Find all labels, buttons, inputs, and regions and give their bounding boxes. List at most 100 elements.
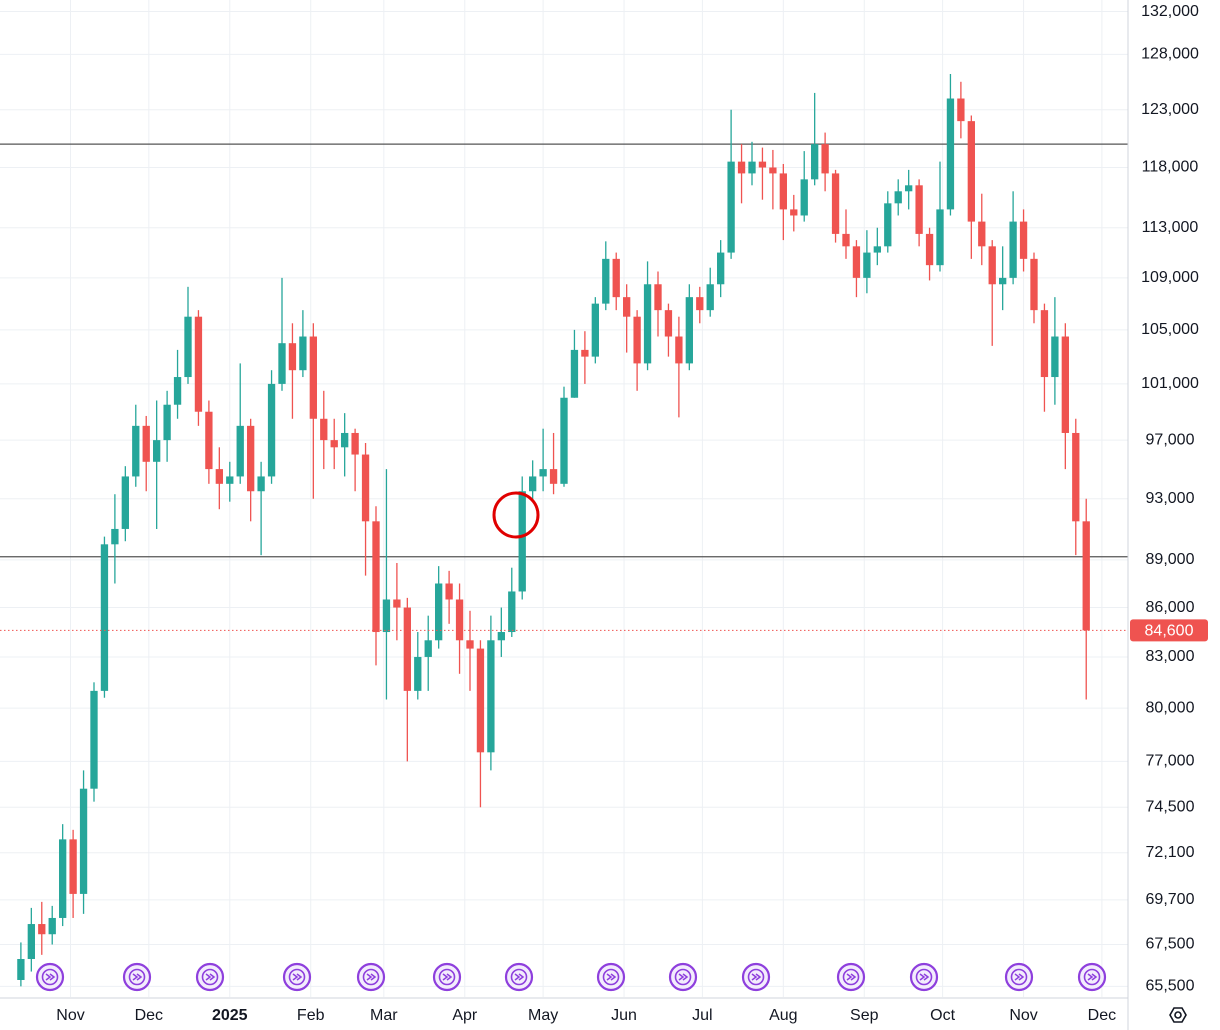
- event-arrow[interactable]: [1014, 973, 1025, 981]
- event-marker[interactable]: [836, 962, 866, 992]
- event-marker[interactable]: [596, 962, 626, 992]
- y-tick-label: 101,000: [1141, 375, 1199, 392]
- candle-body: [27, 924, 35, 960]
- candle-body: [529, 476, 537, 492]
- candle-body: [905, 185, 913, 192]
- event-arrow[interactable]: [292, 973, 303, 981]
- settings-dot[interactable]: [1174, 1011, 1182, 1019]
- y-tick-label: 97,000: [1146, 431, 1195, 448]
- event-arrow[interactable]: [846, 973, 857, 981]
- event-marker[interactable]: [1077, 962, 1107, 992]
- event-arrow[interactable]: [514, 973, 525, 981]
- candle-body: [925, 233, 934, 266]
- y-tick-label: 69,700: [1146, 891, 1195, 908]
- candle-body: [800, 179, 808, 216]
- candles: [0, 74, 1128, 987]
- x-tick-label: Apr: [452, 1007, 478, 1024]
- event-inner[interactable]: [1010, 968, 1028, 986]
- candle-body: [884, 203, 892, 247]
- candle-body: [612, 258, 620, 298]
- y-tick-label: 132,000: [1141, 3, 1199, 20]
- event-inner[interactable]: [602, 968, 620, 986]
- candle-body: [821, 144, 829, 174]
- x-tick-label: Jun: [611, 1007, 637, 1024]
- candle-body: [643, 284, 652, 364]
- event-marker[interactable]: [195, 962, 225, 992]
- event-arrow[interactable]: [45, 973, 56, 981]
- candle-body: [1082, 521, 1090, 631]
- event-arrow[interactable]: [205, 973, 216, 981]
- x-tick-label: Oct: [930, 1007, 955, 1024]
- candle-body: [267, 383, 276, 477]
- y-tick-label: 105,000: [1141, 321, 1199, 338]
- event-arrow[interactable]: [751, 973, 762, 981]
- event-inner[interactable]: [747, 968, 765, 986]
- x-tick-label: Sep: [850, 1007, 879, 1024]
- candle-body: [790, 209, 798, 216]
- candle-body: [59, 839, 67, 918]
- event-marker[interactable]: [1004, 962, 1034, 992]
- candle-body: [414, 656, 422, 691]
- candle-body: [466, 640, 474, 649]
- candle-body: [100, 544, 109, 691]
- event-arrow[interactable]: [366, 973, 377, 981]
- candle-body: [717, 252, 725, 285]
- candle-body: [163, 404, 171, 441]
- event-inner[interactable]: [1083, 968, 1101, 986]
- y-tick-label: 89,000: [1146, 551, 1195, 568]
- candle-body: [445, 583, 453, 600]
- event-marker[interactable]: [432, 962, 462, 992]
- candle-body: [873, 246, 881, 253]
- event-inner[interactable]: [41, 968, 59, 986]
- candle-body: [278, 343, 286, 384]
- event-inner[interactable]: [362, 968, 380, 986]
- y-tick-label: 128,000: [1141, 46, 1199, 63]
- settings-icon[interactable]: [1169, 1007, 1187, 1023]
- x-tick-label: Dec: [1088, 1007, 1116, 1024]
- event-arrow[interactable]: [1087, 973, 1098, 981]
- candle-body: [247, 425, 255, 492]
- event-marker[interactable]: [122, 962, 152, 992]
- event-inner[interactable]: [510, 968, 528, 986]
- candle-body: [48, 917, 56, 935]
- candle-body: [831, 173, 840, 234]
- candle-body: [69, 839, 77, 894]
- event-inner[interactable]: [674, 968, 692, 986]
- candle-body: [236, 425, 244, 477]
- event-arrow[interactable]: [678, 973, 689, 981]
- candle-body: [487, 640, 495, 753]
- event-marker[interactable]: [909, 962, 939, 992]
- event-marker[interactable]: [668, 962, 698, 992]
- candle-body: [852, 246, 861, 278]
- event-arrow[interactable]: [442, 973, 453, 981]
- event-inner[interactable]: [842, 968, 860, 986]
- candle-body: [497, 632, 505, 641]
- candle-body: [361, 454, 370, 522]
- y-tick-label: 72,100: [1146, 844, 1195, 861]
- event-arrow[interactable]: [606, 973, 617, 981]
- event-arrow[interactable]: [132, 973, 143, 981]
- event-marker[interactable]: [504, 962, 534, 992]
- candle-body: [978, 221, 986, 247]
- event-inner[interactable]: [288, 968, 306, 986]
- settings-hexagon[interactable]: [1169, 1007, 1187, 1023]
- candle-body: [372, 521, 380, 633]
- event-marker[interactable]: [741, 962, 771, 992]
- y-tick-label: 86,000: [1146, 599, 1195, 616]
- event-marker[interactable]: [35, 962, 65, 992]
- candle-body: [393, 599, 401, 608]
- event-marker[interactable]: [282, 962, 312, 992]
- candle-body: [1030, 258, 1038, 311]
- candle-body: [685, 297, 693, 364]
- event-inner[interactable]: [201, 968, 219, 986]
- event-inner[interactable]: [915, 968, 933, 986]
- candle-body: [654, 284, 662, 311]
- event-inner[interactable]: [128, 968, 146, 986]
- event-arrow[interactable]: [919, 973, 930, 981]
- y-tick-label: 67,500: [1146, 936, 1195, 953]
- event-marker[interactable]: [356, 962, 386, 992]
- event-inner[interactable]: [438, 968, 456, 986]
- x-tick-label: May: [528, 1007, 558, 1024]
- y-tick-label: 65,500: [1146, 978, 1195, 995]
